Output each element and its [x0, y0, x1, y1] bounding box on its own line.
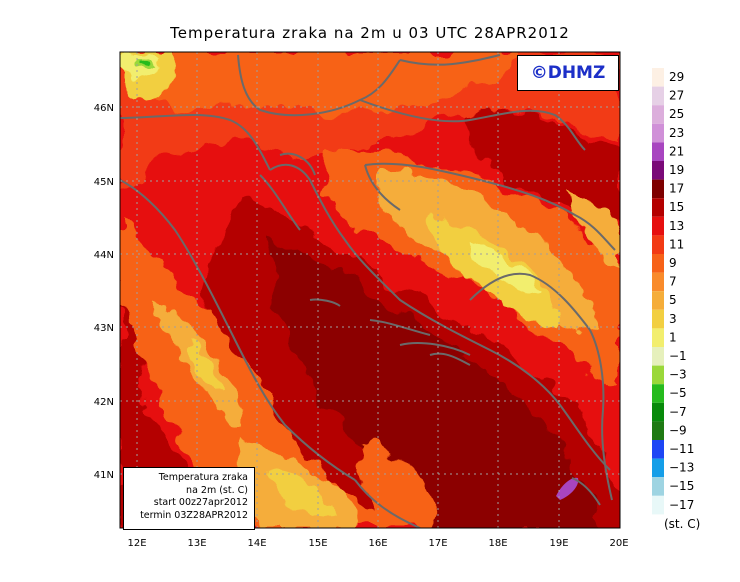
lat-lon-grid [120, 52, 620, 528]
legend-label: 23 [669, 126, 684, 140]
legend-label: −13 [669, 461, 694, 475]
x-tick-label: 16E [368, 538, 387, 549]
x-tick-labels: 12E 13E 14E 15E 16E 17E 18E 19E 20E [127, 538, 628, 549]
legend-label: 3 [669, 312, 677, 326]
legend-label: 11 [669, 237, 684, 251]
legend-swatch [652, 440, 664, 459]
legend-unit: (st. C) [664, 517, 700, 531]
legend-label: −15 [669, 479, 694, 493]
legend-label: −3 [669, 368, 687, 382]
legend-swatch [652, 254, 664, 273]
y-tick-label: 42N [94, 397, 114, 408]
y-tick-label: 43N [94, 323, 114, 334]
legend-label: −9 [669, 423, 687, 437]
legend-label: 27 [669, 89, 684, 103]
y-tick-label: 44N [94, 250, 114, 261]
legend-label: 17 [669, 182, 684, 196]
legend-swatch [652, 402, 664, 422]
y-tick-labels: 46N 45N 44N 43N 42N 41N [94, 103, 114, 481]
legend-label: 21 [669, 144, 684, 158]
legend-swatch [652, 272, 664, 292]
x-tick-label: 17E [428, 538, 447, 549]
y-tick-label: 45N [94, 177, 114, 188]
legend-label: −7 [669, 405, 687, 419]
map-title: Temperatura zraka na 2m u 03 UTC 28APR20… [170, 24, 570, 42]
legend-label: 1 [669, 330, 677, 344]
forecast-info-box: Temperatura zraka na 2m (st. C) start 00… [123, 467, 255, 530]
x-tick-label: 15E [308, 538, 327, 549]
y-tick-label: 46N [94, 103, 114, 114]
legend-swatch [652, 105, 664, 124]
legend-swatch [652, 86, 664, 106]
legend-swatch [652, 123, 664, 143]
x-tick-label: 18E [488, 538, 507, 549]
color-legend: 29 27 25 23 21 19 17 15 13 11 9 7 5 3 1 −1 −3 −5 −7 −9 −11 −1… [652, 68, 694, 515]
legend-label: −5 [669, 386, 687, 400]
legend-swatch [652, 347, 664, 366]
info-line: na 2m (st. C) [186, 484, 248, 496]
legend-label: 7 [669, 275, 677, 289]
legend-label: 29 [669, 70, 684, 84]
legend-label: 5 [669, 293, 677, 307]
y-tick-label: 41N [94, 470, 114, 481]
legend-swatch [652, 179, 664, 199]
legend-swatch [652, 198, 664, 217]
dhmz-credit: ©DHMZ [517, 55, 619, 91]
legend-swatch [652, 142, 664, 161]
legend-label: 19 [669, 163, 684, 177]
legend-label: 25 [669, 107, 684, 121]
legend-swatch [652, 309, 664, 329]
legend-label: 9 [669, 256, 677, 270]
legend-swatch [652, 68, 664, 87]
legend-label: −17 [669, 498, 694, 512]
x-tick-label: 20E [609, 538, 628, 549]
legend-swatch [652, 235, 664, 254]
x-tick-label: 12E [127, 538, 146, 549]
x-tick-label: 13E [187, 538, 206, 549]
x-tick-label: 14E [247, 538, 266, 549]
legend-label: 15 [669, 200, 684, 214]
legend-swatch [652, 495, 664, 515]
legend-swatch [652, 365, 664, 385]
legend-label: −11 [669, 442, 694, 456]
info-line: termin 03Z28APR2012 [140, 509, 248, 521]
legend-swatch [652, 384, 664, 403]
legend-swatch [652, 216, 664, 236]
temperature-field [120, 52, 620, 528]
info-line: Temperatura zraka [158, 472, 248, 483]
info-line: start 00z27apr2012 [153, 497, 248, 508]
legend-label: 13 [669, 219, 684, 233]
legend-swatch [652, 477, 664, 496]
legend-swatch [652, 458, 664, 478]
map-frame [119, 51, 621, 529]
legend-swatch [652, 421, 664, 440]
legend-swatch [652, 328, 664, 347]
x-tick-label: 19E [549, 538, 568, 549]
legend-label: −1 [669, 349, 687, 363]
legend-swatch [652, 291, 664, 310]
legend-swatch [652, 161, 664, 180]
